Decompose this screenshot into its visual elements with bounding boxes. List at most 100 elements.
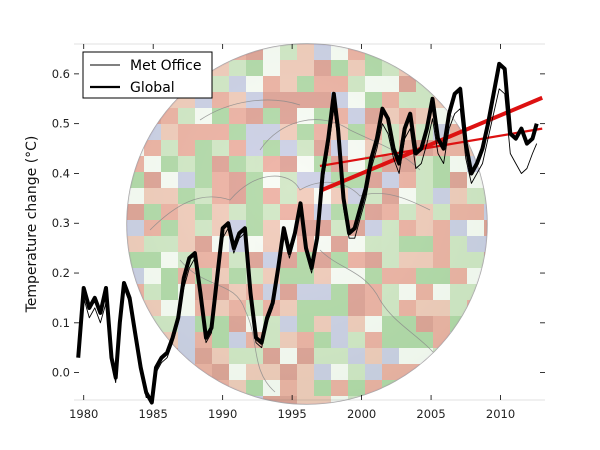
globe-patch	[365, 252, 382, 268]
globe-patch	[195, 188, 212, 204]
globe-patch	[314, 284, 331, 300]
globe-patch	[297, 92, 314, 108]
globe-patch	[229, 300, 246, 316]
globe-patch	[263, 204, 280, 220]
y-tick-label-0.3: 0.3	[52, 216, 70, 230]
x-tick-label-2005: 2005	[416, 407, 445, 421]
globe-patch	[467, 396, 484, 404]
globe-patch	[365, 332, 382, 348]
globe-patch	[433, 252, 450, 268]
globe-patch	[161, 124, 178, 140]
globe-patch	[331, 380, 348, 396]
globe-patch	[467, 92, 484, 108]
globe-patch	[467, 220, 484, 236]
globe-patch	[246, 380, 263, 396]
globe-patch	[161, 252, 178, 268]
globe-patch	[416, 364, 433, 380]
globe-patch	[144, 172, 161, 188]
globe-patch	[195, 220, 212, 236]
globe-patch	[246, 44, 263, 60]
legend-box	[82, 51, 213, 99]
globe-patch	[229, 188, 246, 204]
globe-patch	[382, 316, 399, 332]
globe-patch	[314, 252, 331, 268]
globe-patch	[365, 316, 382, 332]
globe-patch	[450, 236, 467, 252]
globe-patch	[212, 204, 229, 220]
globe-patch	[348, 332, 365, 348]
globe-patch	[127, 204, 144, 220]
globe-patch	[229, 124, 246, 140]
globe-patch	[382, 364, 399, 380]
globe-patch	[263, 332, 280, 348]
globe-patch	[229, 332, 246, 348]
globe-patch	[467, 348, 484, 364]
globe-patch	[399, 220, 416, 236]
globe-patch	[280, 76, 297, 92]
globe-patch	[416, 156, 433, 172]
legend: Met Office Global	[82, 51, 213, 99]
globe-patch	[297, 300, 314, 316]
globe-patch	[433, 316, 450, 332]
globe-patch	[348, 236, 365, 252]
globe-patch	[229, 108, 246, 124]
globe-patch	[450, 172, 467, 188]
globe-patch	[399, 252, 416, 268]
globe-patch	[263, 348, 280, 364]
globe-patch	[314, 76, 331, 92]
globe-patch	[416, 220, 433, 236]
globe-patch	[331, 332, 348, 348]
globe-patch	[433, 92, 450, 108]
globe-patch	[365, 108, 382, 124]
globe-patch	[433, 188, 450, 204]
globe-patch	[127, 172, 144, 188]
globe-patch	[263, 252, 280, 268]
globe-patch	[212, 268, 229, 284]
globe-patch	[195, 236, 212, 252]
tick-labels: 1980 1985 1990 1995 2000 2005 2010 0.0 0.1 0.2 0.3…	[52, 67, 515, 421]
globe-patch	[263, 140, 280, 156]
globe-patch	[484, 140, 487, 156]
globe-patch	[212, 156, 229, 172]
globe-patch	[399, 236, 416, 252]
globe-patch	[399, 332, 416, 348]
globe-patch	[297, 60, 314, 76]
globe-patch	[450, 220, 467, 236]
globe-patch	[229, 60, 246, 76]
globe-patch	[450, 364, 467, 380]
globe-patch	[263, 76, 280, 92]
globe-patch	[399, 172, 416, 188]
globe-patch	[297, 348, 314, 364]
globe-patch	[263, 380, 280, 396]
globe-patch	[229, 348, 246, 364]
globe-patch	[484, 252, 487, 268]
globe-patch	[314, 60, 331, 76]
globe-patch	[331, 44, 348, 60]
globe-patch	[331, 364, 348, 380]
globe-patch	[178, 124, 195, 140]
globe-patch	[450, 156, 467, 172]
globe-patch	[331, 300, 348, 316]
globe-patch	[178, 140, 195, 156]
globe-patch	[144, 268, 161, 284]
globe-patch	[365, 268, 382, 284]
globe-patch	[433, 172, 450, 188]
globe-patch	[365, 44, 382, 60]
globe-patch	[229, 364, 246, 380]
globe-patch	[433, 284, 450, 300]
globe-patch	[416, 316, 433, 332]
globe-patch	[348, 348, 365, 364]
globe-patch	[450, 300, 467, 316]
globe-patch	[314, 396, 331, 404]
globe-patch	[212, 316, 229, 332]
globe-patch	[297, 364, 314, 380]
globe-patch	[450, 284, 467, 300]
globe-patch	[416, 76, 433, 92]
globe-patch	[399, 268, 416, 284]
globe-patch	[297, 188, 314, 204]
globe-patch	[314, 204, 331, 220]
globe-patch	[212, 364, 229, 380]
globe-patch	[246, 156, 263, 172]
globe-patch	[467, 76, 484, 92]
globe-patch	[263, 220, 280, 236]
